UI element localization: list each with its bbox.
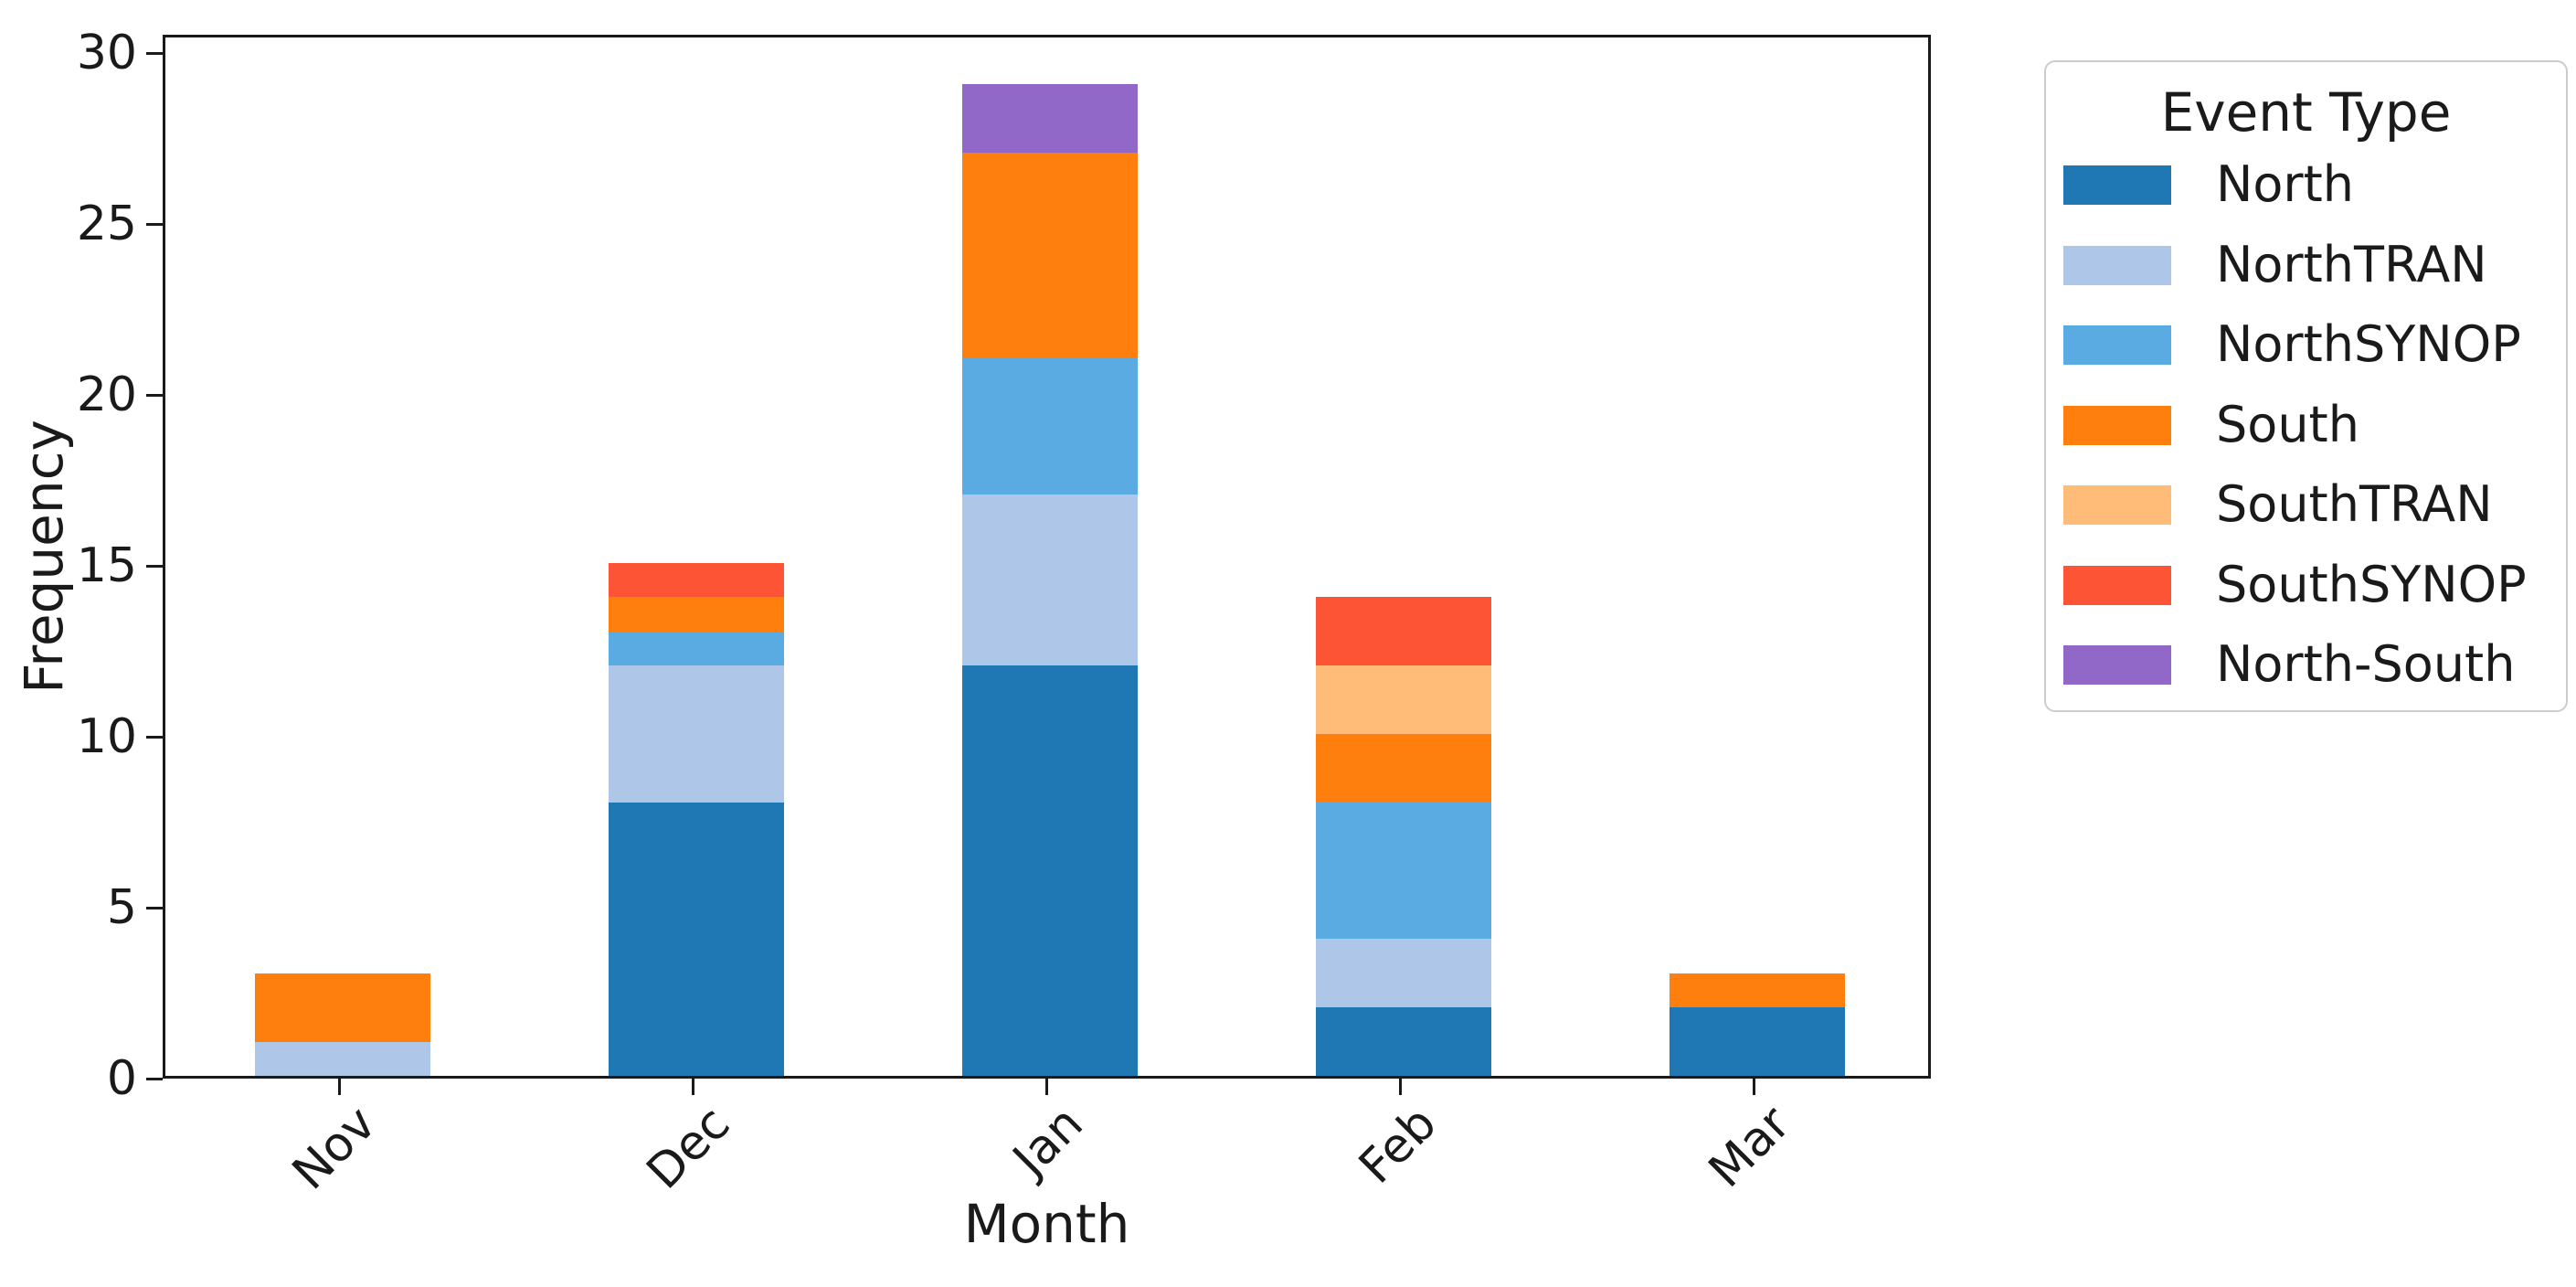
bar-segment-jan-northtran: [961, 495, 1138, 666]
x-tick-mark: [692, 1079, 694, 1095]
legend-label: North: [2216, 155, 2355, 213]
bar-segment-feb-northsynop: [1315, 802, 1491, 940]
x-tick-mark: [1399, 1079, 1402, 1095]
legend-item-north: North: [2046, 157, 2566, 212]
bar-segment-nov-northtran: [254, 1041, 430, 1076]
bar-segment-jan-north: [961, 665, 1138, 1076]
bar-segment-dec-north: [608, 802, 784, 1076]
y-tick-label: 5: [106, 880, 137, 935]
y-tick-mark: [146, 564, 163, 568]
legend-title: Event Type: [2160, 81, 2452, 144]
plot-area: [163, 35, 1931, 1079]
bar-segment-mar-south: [1669, 973, 1845, 1008]
bar-segment-jan-south: [961, 153, 1138, 358]
bar-segment-feb-south: [1315, 734, 1491, 803]
x-tick-mark: [1753, 1079, 1755, 1095]
legend-item-south: South: [2046, 398, 2566, 452]
legend-swatch-north: [2063, 165, 2171, 205]
y-tick-label: 10: [76, 709, 137, 764]
legend-label: South: [2216, 395, 2359, 453]
bar-segment-jan-northsynop: [961, 357, 1138, 495]
legend-item-north-south: North-South: [2046, 637, 2566, 692]
bar-segment-jan-north-south: [961, 84, 1138, 154]
legend-label: NorthSYNOP: [2216, 315, 2521, 373]
x-tick-label: Nov: [281, 1096, 387, 1201]
legend-item-southtran: SouthTRAN: [2046, 477, 2566, 532]
legend-label: SouthTRAN: [2216, 475, 2493, 533]
legend-label: NorthTRAN: [2216, 235, 2487, 293]
y-tick-mark: [146, 222, 163, 226]
y-tick-label: 25: [76, 197, 137, 251]
legend-swatch-north-south: [2063, 645, 2171, 685]
x-tick-mark: [338, 1079, 341, 1095]
legend-item-northsynop: NorthSYNOP: [2046, 317, 2566, 372]
x-tick-label: Dec: [636, 1096, 741, 1200]
y-tick-label: 15: [76, 538, 137, 593]
bar-segment-dec-northsynop: [608, 631, 784, 666]
bar-segment-feb-north: [1315, 1007, 1491, 1076]
legend: Event Type North NorthTRAN NorthSYNOP South…: [2044, 60, 2568, 712]
bar-segment-dec-southsynop: [608, 563, 784, 598]
bar-segment-nov-south: [254, 973, 430, 1042]
y-tick-mark: [146, 906, 163, 909]
y-tick-label: 20: [76, 367, 137, 422]
bar-segment-mar-north: [1669, 1007, 1845, 1076]
bar-segment-feb-southtran: [1315, 665, 1491, 734]
legend-item-northtran: NorthTRAN: [2046, 238, 2566, 292]
bar-segment-dec-south: [608, 597, 784, 632]
legend-label: North-South: [2216, 635, 2516, 693]
y-tick-mark: [146, 735, 163, 739]
legend-swatch-southsynop: [2063, 565, 2171, 605]
y-tick-label: 30: [76, 26, 137, 80]
x-tick-mark: [1045, 1079, 1048, 1095]
bar-segment-feb-southsynop: [1315, 597, 1491, 666]
legend-item-southsynop: SouthSYNOP: [2046, 558, 2566, 612]
x-tick-label: Feb: [1349, 1096, 1448, 1195]
bar-segment-dec-northtran: [608, 665, 784, 803]
legend-swatch-northsynop: [2063, 325, 2171, 365]
legend-label: SouthSYNOP: [2216, 555, 2527, 613]
x-tick-label: Mar: [1699, 1096, 1802, 1198]
y-tick-label: 0: [106, 1051, 137, 1106]
legend-swatch-northtran: [2063, 245, 2171, 285]
y-tick-mark: [146, 393, 163, 397]
y-tick-mark: [146, 1077, 163, 1080]
y-tick-mark: [146, 51, 163, 55]
legend-swatch-southtran: [2063, 485, 2171, 525]
bar-segment-feb-northtran: [1315, 939, 1491, 1008]
x-axis-title: Month: [963, 1193, 1130, 1255]
legend-swatch-south: [2063, 405, 2171, 445]
x-tick-label: Jan: [1002, 1096, 1095, 1187]
